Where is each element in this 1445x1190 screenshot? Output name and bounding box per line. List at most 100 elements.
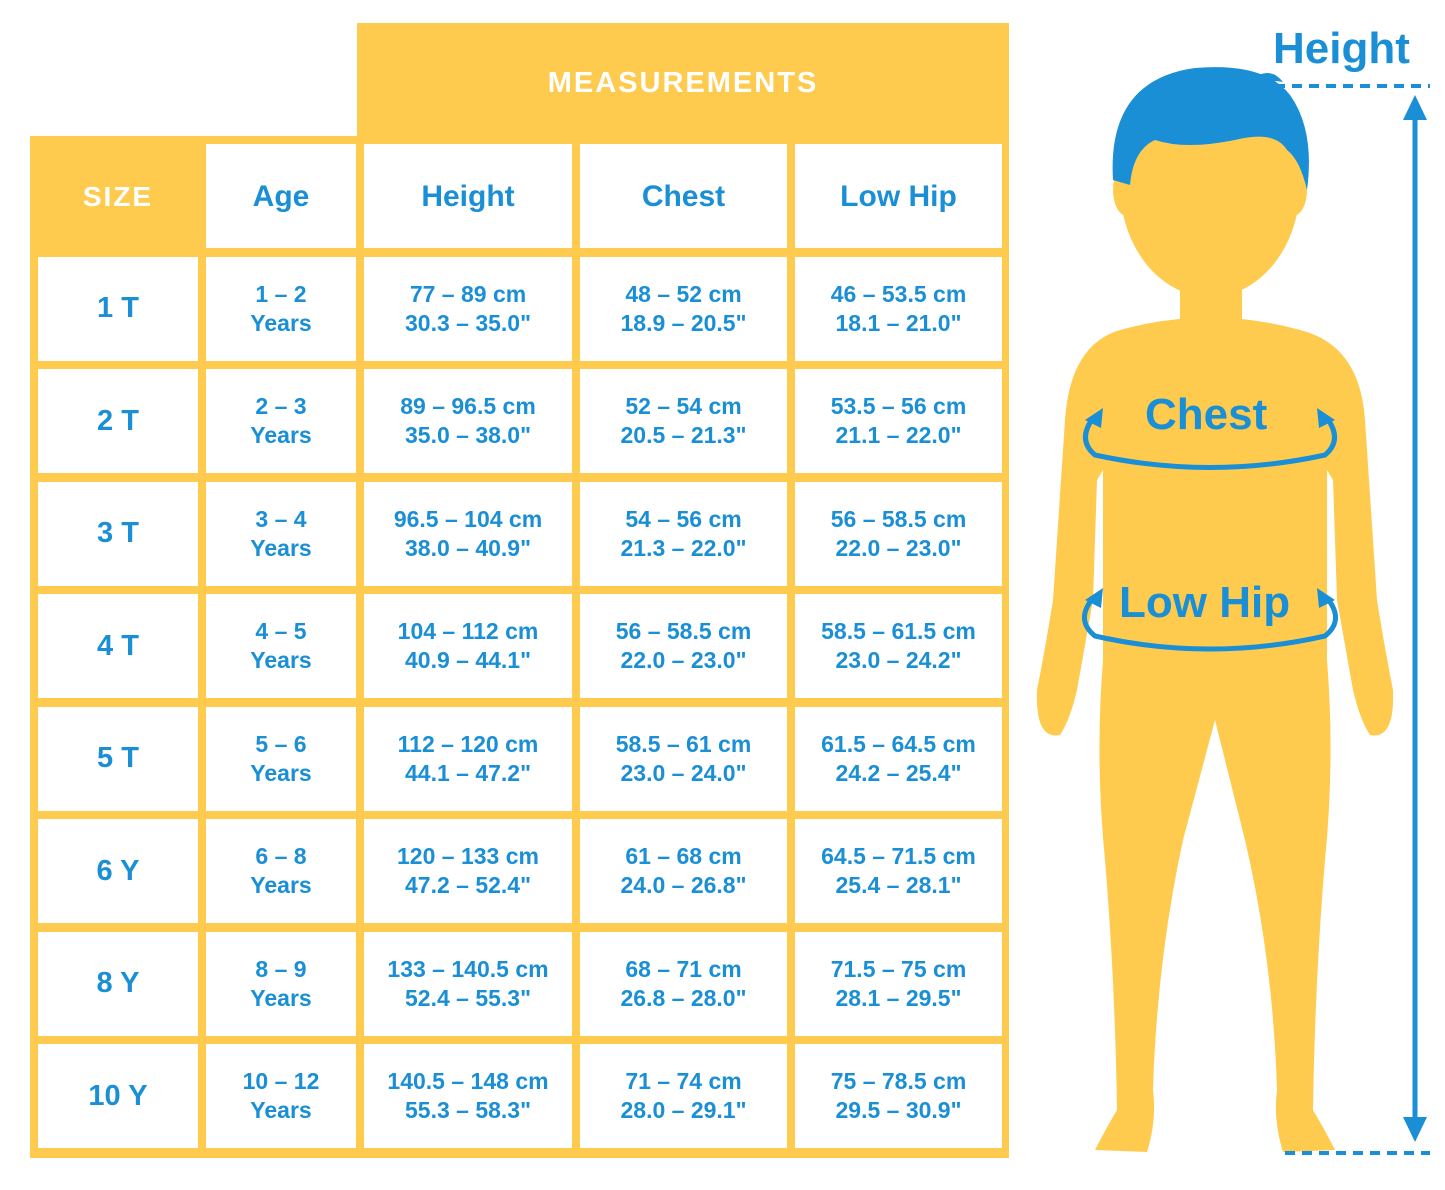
- chest-line: 18.9 – 20.5": [620, 309, 747, 336]
- hip-line: 61.5 – 64.5 cm: [821, 730, 976, 757]
- height-line: 96.5 – 104 cm: [393, 505, 543, 532]
- height-line: 133 – 140.5 cm: [387, 955, 549, 982]
- height-line: 104 – 112 cm: [397, 618, 539, 644]
- age-cell: 2 – 3 Years: [206, 369, 356, 473]
- measurements-header: MEASUREMENTS: [357, 23, 1009, 143]
- age-cell: 5 – 6 Years: [206, 706, 356, 811]
- size-cell: 1 T: [38, 256, 198, 361]
- height-line: 30.3 – 35.0": [404, 309, 531, 336]
- chest-line: 56 – 58.5 cm: [615, 618, 752, 644]
- chest-label: Chest: [1145, 390, 1268, 439]
- height-line: 55.3 – 58.3": [404, 1097, 531, 1123]
- height-cell: 96.5 – 104 cm 38.0 – 40.9": [364, 481, 572, 586]
- height-line: 44.1 – 47.2": [404, 759, 531, 786]
- chest-line: 23.0 – 24.0": [620, 759, 747, 786]
- age-line: Years: [250, 984, 312, 1011]
- chest-cell: 58.5 – 61 cm 23.0 – 24.0": [580, 706, 787, 811]
- hip-line: 53.5 – 56 cm: [830, 393, 967, 419]
- chest-cell: 48 – 52 cm 18.9 – 20.5": [580, 256, 787, 361]
- height-cell: 89 – 96.5 cm 35.0 – 38.0": [364, 369, 572, 473]
- age-line: Years: [250, 1097, 312, 1123]
- height-cell: 133 – 140.5 cm 52.4 – 55.3": [364, 931, 572, 1036]
- height-cell: 120 – 133 cm 47.2 – 52.4": [364, 819, 572, 923]
- age-line: 10 – 12: [242, 1068, 320, 1094]
- hip-line: 29.5 – 30.9": [835, 1097, 962, 1123]
- age-line: 3 – 4: [255, 505, 307, 532]
- age-line: Years: [250, 759, 312, 786]
- hip-line: 23.0 – 24.2": [835, 647, 962, 673]
- child-silhouette-icon: [1036, 67, 1430, 1155]
- age-line: Years: [250, 647, 312, 673]
- hip-line: 21.1 – 22.0": [835, 422, 962, 448]
- height-cell: 140.5 – 148 cm 55.3 – 58.3": [364, 1044, 572, 1148]
- hip-cell: 75 – 78.5 cm 29.5 – 30.9": [795, 1044, 1002, 1148]
- hip-line: 75 – 78.5 cm: [830, 1068, 967, 1094]
- hip-cell: 56 – 58.5 cm 22.0 – 23.0": [795, 481, 1002, 586]
- height-cell: 77 – 89 cm 30.3 – 35.0": [364, 256, 572, 361]
- age-cell: 4 – 5 Years: [206, 594, 356, 698]
- column-header-chest: Chest: [580, 144, 787, 248]
- age-line: 5 – 6: [255, 730, 307, 757]
- size-cell: 4 T: [38, 594, 198, 698]
- hip-line: 64.5 – 71.5 cm: [821, 843, 976, 869]
- chest-cell: 52 – 54 cm 20.5 – 21.3": [580, 369, 787, 473]
- age-line: 6 – 8: [255, 843, 307, 869]
- age-cell: 1 – 2 Years: [206, 256, 356, 361]
- column-header-size: SIZE: [38, 144, 198, 248]
- chest-line: 26.8 – 28.0": [620, 984, 747, 1011]
- chest-line: 54 – 56 cm: [625, 505, 742, 532]
- chest-cell: 68 – 71 cm 26.8 – 28.0": [580, 931, 787, 1036]
- hip-line: 18.1 – 21.0": [835, 309, 962, 336]
- height-line: 112 – 120 cm: [397, 730, 539, 757]
- chest-line: 24.0 – 26.8": [620, 872, 747, 898]
- height-line: 40.9 – 44.1": [404, 647, 531, 673]
- height-line: 77 – 89 cm: [409, 280, 527, 307]
- hip-line: 25.4 – 28.1": [835, 872, 962, 898]
- chest-line: 21.3 – 22.0": [620, 534, 747, 561]
- age-line: 8 – 9: [255, 955, 307, 982]
- age-cell: 8 – 9 Years: [206, 931, 356, 1036]
- chest-line: 71 – 74 cm: [625, 1068, 742, 1094]
- height-line: 35.0 – 38.0": [404, 422, 531, 448]
- age-line: 1 – 2: [255, 280, 307, 307]
- hip-line: 71.5 – 75 cm: [830, 955, 967, 982]
- chest-cell: 54 – 56 cm 21.3 – 22.0": [580, 481, 787, 586]
- child-figure-diagram: Height Chest Low Hip: [1015, 0, 1445, 1185]
- chest-line: 61 – 68 cm: [625, 843, 742, 869]
- height-line: 47.2 – 52.4": [404, 872, 531, 898]
- chest-line: 52 – 54 cm: [625, 393, 742, 419]
- low-hip-label: Low Hip: [1119, 578, 1291, 627]
- column-header-age: Age: [206, 144, 356, 248]
- age-line: Years: [250, 534, 312, 561]
- hip-line: 22.0 – 23.0": [835, 534, 962, 561]
- hip-line: 46 – 53.5 cm: [830, 280, 967, 307]
- hip-cell: 58.5 – 61.5 cm 23.0 – 24.2": [795, 594, 1002, 698]
- height-line: 89 – 96.5 cm: [400, 393, 536, 419]
- chest-line: 28.0 – 29.1": [620, 1097, 747, 1123]
- age-line: 4 – 5: [255, 618, 307, 644]
- age-line: 2 – 3: [255, 393, 307, 419]
- height-line: 140.5 – 148 cm: [387, 1068, 549, 1094]
- hip-cell: 64.5 – 71.5 cm 25.4 – 28.1": [795, 819, 1002, 923]
- age-cell: 6 – 8 Years: [206, 819, 356, 923]
- height-line: 52.4 – 55.3": [404, 984, 531, 1011]
- hip-cell: 53.5 – 56 cm 21.1 – 22.0": [795, 369, 1002, 473]
- chest-line: 48 – 52 cm: [625, 280, 742, 307]
- column-header-low-hip: Low Hip: [795, 144, 1002, 248]
- hip-line: 56 – 58.5 cm: [830, 505, 967, 532]
- chest-cell: 56 – 58.5 cm 22.0 – 23.0": [580, 594, 787, 698]
- size-cell: 3 T: [38, 481, 198, 586]
- height-line: 38.0 – 40.9": [404, 534, 531, 561]
- age-line: Years: [250, 422, 312, 448]
- chest-line: 58.5 – 61 cm: [615, 730, 752, 757]
- size-cell: 2 T: [38, 369, 198, 473]
- chest-cell: 71 – 74 cm 28.0 – 29.1": [580, 1044, 787, 1148]
- height-cell: 112 – 120 cm 44.1 – 47.2": [364, 706, 572, 811]
- chest-cell: 61 – 68 cm 24.0 – 26.8": [580, 819, 787, 923]
- height-line: 120 – 133 cm: [397, 843, 539, 869]
- hip-cell: 61.5 – 64.5 cm 24.2 – 25.4": [795, 706, 1002, 811]
- height-label: Height: [1273, 24, 1410, 73]
- height-cell: 104 – 112 cm 40.9 – 44.1": [364, 594, 572, 698]
- hip-line: 28.1 – 29.5": [835, 984, 962, 1011]
